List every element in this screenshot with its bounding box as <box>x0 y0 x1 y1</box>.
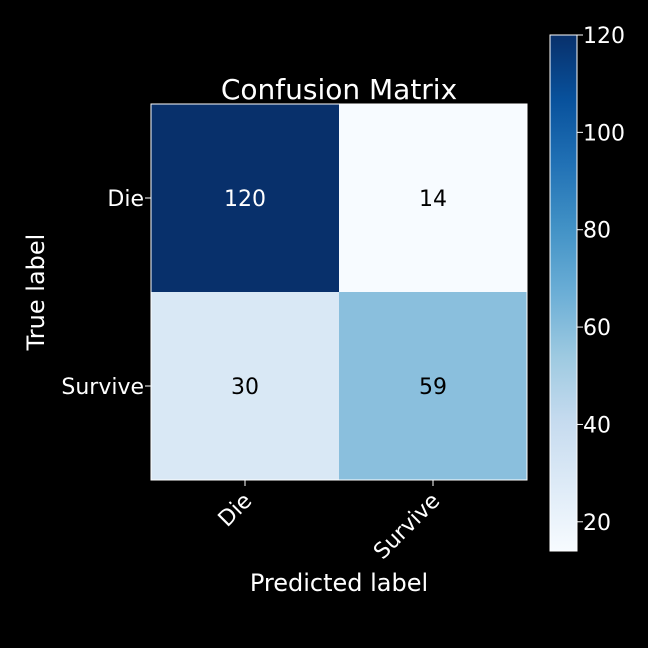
colorbar <box>549 34 578 552</box>
x-tick-label: Die <box>214 489 258 533</box>
x-axis-ticks: Die Survive <box>214 480 445 565</box>
heatmap-cell <box>151 292 339 480</box>
matrix-frame <box>150 103 528 481</box>
chart-title: Confusion Matrix <box>221 73 457 106</box>
heatmap-cells <box>151 104 527 480</box>
heatmap-cell <box>151 104 339 292</box>
cell-value-label: 14 <box>419 187 447 212</box>
cell-value-label: 59 <box>419 375 447 400</box>
colorbar-tick-label: 100 <box>583 121 625 146</box>
heatmap-cell <box>339 292 527 480</box>
heatmap-cell-labels: 120 14 30 59 <box>224 187 447 400</box>
colorbar-tick-label: 60 <box>583 316 611 341</box>
x-axis-label: Predicted label <box>250 569 428 597</box>
x-tick-label: Survive <box>369 489 445 565</box>
cell-value-label: 30 <box>231 375 259 400</box>
y-axis-ticks: Die Survive <box>61 187 151 400</box>
y-tick-label: Die <box>107 187 144 212</box>
cell-value-label: 120 <box>224 187 266 212</box>
y-axis-label: True label <box>22 234 50 352</box>
colorbar-tick-label: 120 <box>583 24 625 49</box>
heatmap-cell <box>339 104 527 292</box>
colorbar-tick-label: 40 <box>583 413 611 438</box>
colorbar-ticks: 20 40 60 80 100 120 <box>577 24 625 536</box>
colorbar-tick-label: 80 <box>583 219 611 244</box>
colorbar-tick-label: 20 <box>583 511 611 536</box>
y-tick-label: Survive <box>61 375 144 400</box>
